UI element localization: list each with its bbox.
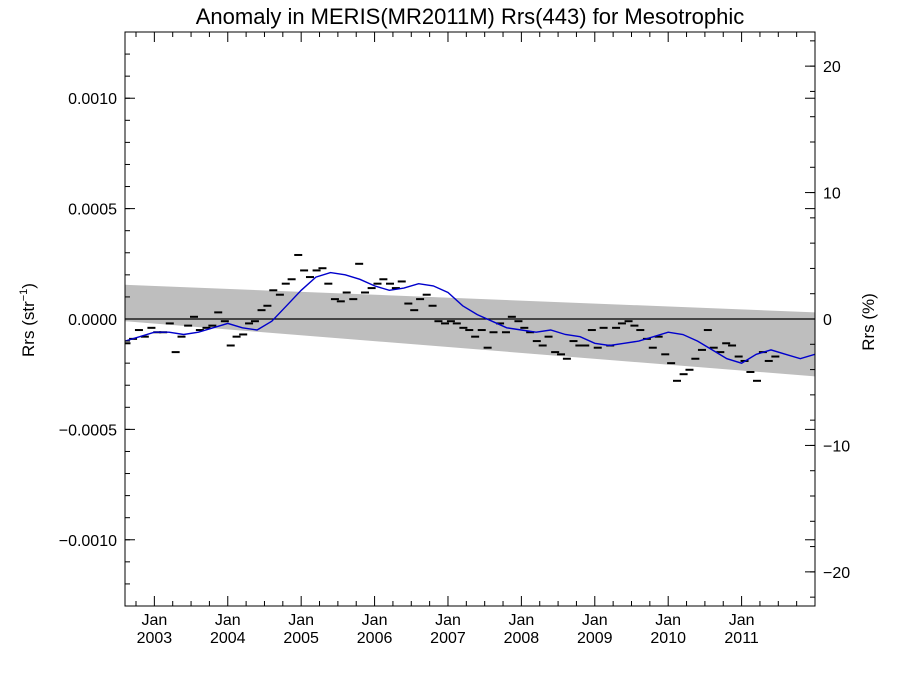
x-tick-label-month: Jan bbox=[288, 612, 314, 629]
x-tick-label-year: 2003 bbox=[137, 630, 173, 647]
x-tick-label-month: Jan bbox=[655, 612, 681, 629]
y-axis-label-left-close: ) bbox=[19, 283, 38, 289]
y-axis-label-left: Rrs (str−1) bbox=[18, 283, 38, 357]
y-tick-label-right: 0 bbox=[823, 312, 832, 329]
y-axis-label-left-superscript: −1 bbox=[18, 289, 30, 302]
y-tick-label-left: 0.0010 bbox=[68, 91, 117, 108]
y-tick-label-left: −0.0005 bbox=[59, 422, 117, 439]
x-tick-label-year: 2007 bbox=[430, 630, 466, 647]
y-axis-label-left-main: Rrs (str bbox=[19, 301, 38, 357]
x-tick-label-month: Jan bbox=[215, 612, 241, 629]
y-tick-label-right: −10 bbox=[823, 438, 850, 455]
y-tick-label-left: −0.0010 bbox=[59, 533, 117, 550]
x-tick-label-year: 2006 bbox=[357, 630, 393, 647]
y-tick-label-right: −20 bbox=[823, 565, 850, 582]
axes: 0.00100.00050.0000−0.0005−0.001020100−10… bbox=[59, 31, 850, 647]
x-tick-label-month: Jan bbox=[362, 612, 388, 629]
y-tick-label-right: 20 bbox=[823, 59, 841, 76]
x-tick-label-year: 2005 bbox=[283, 630, 319, 647]
x-tick-label-month: Jan bbox=[508, 612, 534, 629]
y-tick-label-left: 0.0000 bbox=[68, 312, 117, 329]
x-tick-label-year: 2004 bbox=[210, 630, 246, 647]
x-tick-label-year: 2011 bbox=[724, 630, 759, 647]
chart-title: Anomaly in MERIS(MR2011M) Rrs(443) for M… bbox=[196, 4, 745, 29]
plot-area bbox=[125, 253, 815, 382]
x-tick-label-month: Jan bbox=[435, 612, 461, 629]
x-tick-label-year: 2009 bbox=[577, 630, 613, 647]
x-tick-label-year: 2010 bbox=[650, 630, 686, 647]
y-axis-label-right: Rrs (%) bbox=[859, 293, 878, 351]
y-tick-label-left: 0.0005 bbox=[68, 202, 117, 219]
y-tick-label-right: 10 bbox=[823, 186, 841, 203]
x-tick-label-month: Jan bbox=[582, 612, 608, 629]
x-tick-label-month: Jan bbox=[729, 612, 755, 629]
x-tick-label-year: 2008 bbox=[504, 630, 540, 647]
x-tick-label-month: Jan bbox=[141, 612, 167, 629]
smoothed-anomaly-line bbox=[125, 271, 815, 364]
